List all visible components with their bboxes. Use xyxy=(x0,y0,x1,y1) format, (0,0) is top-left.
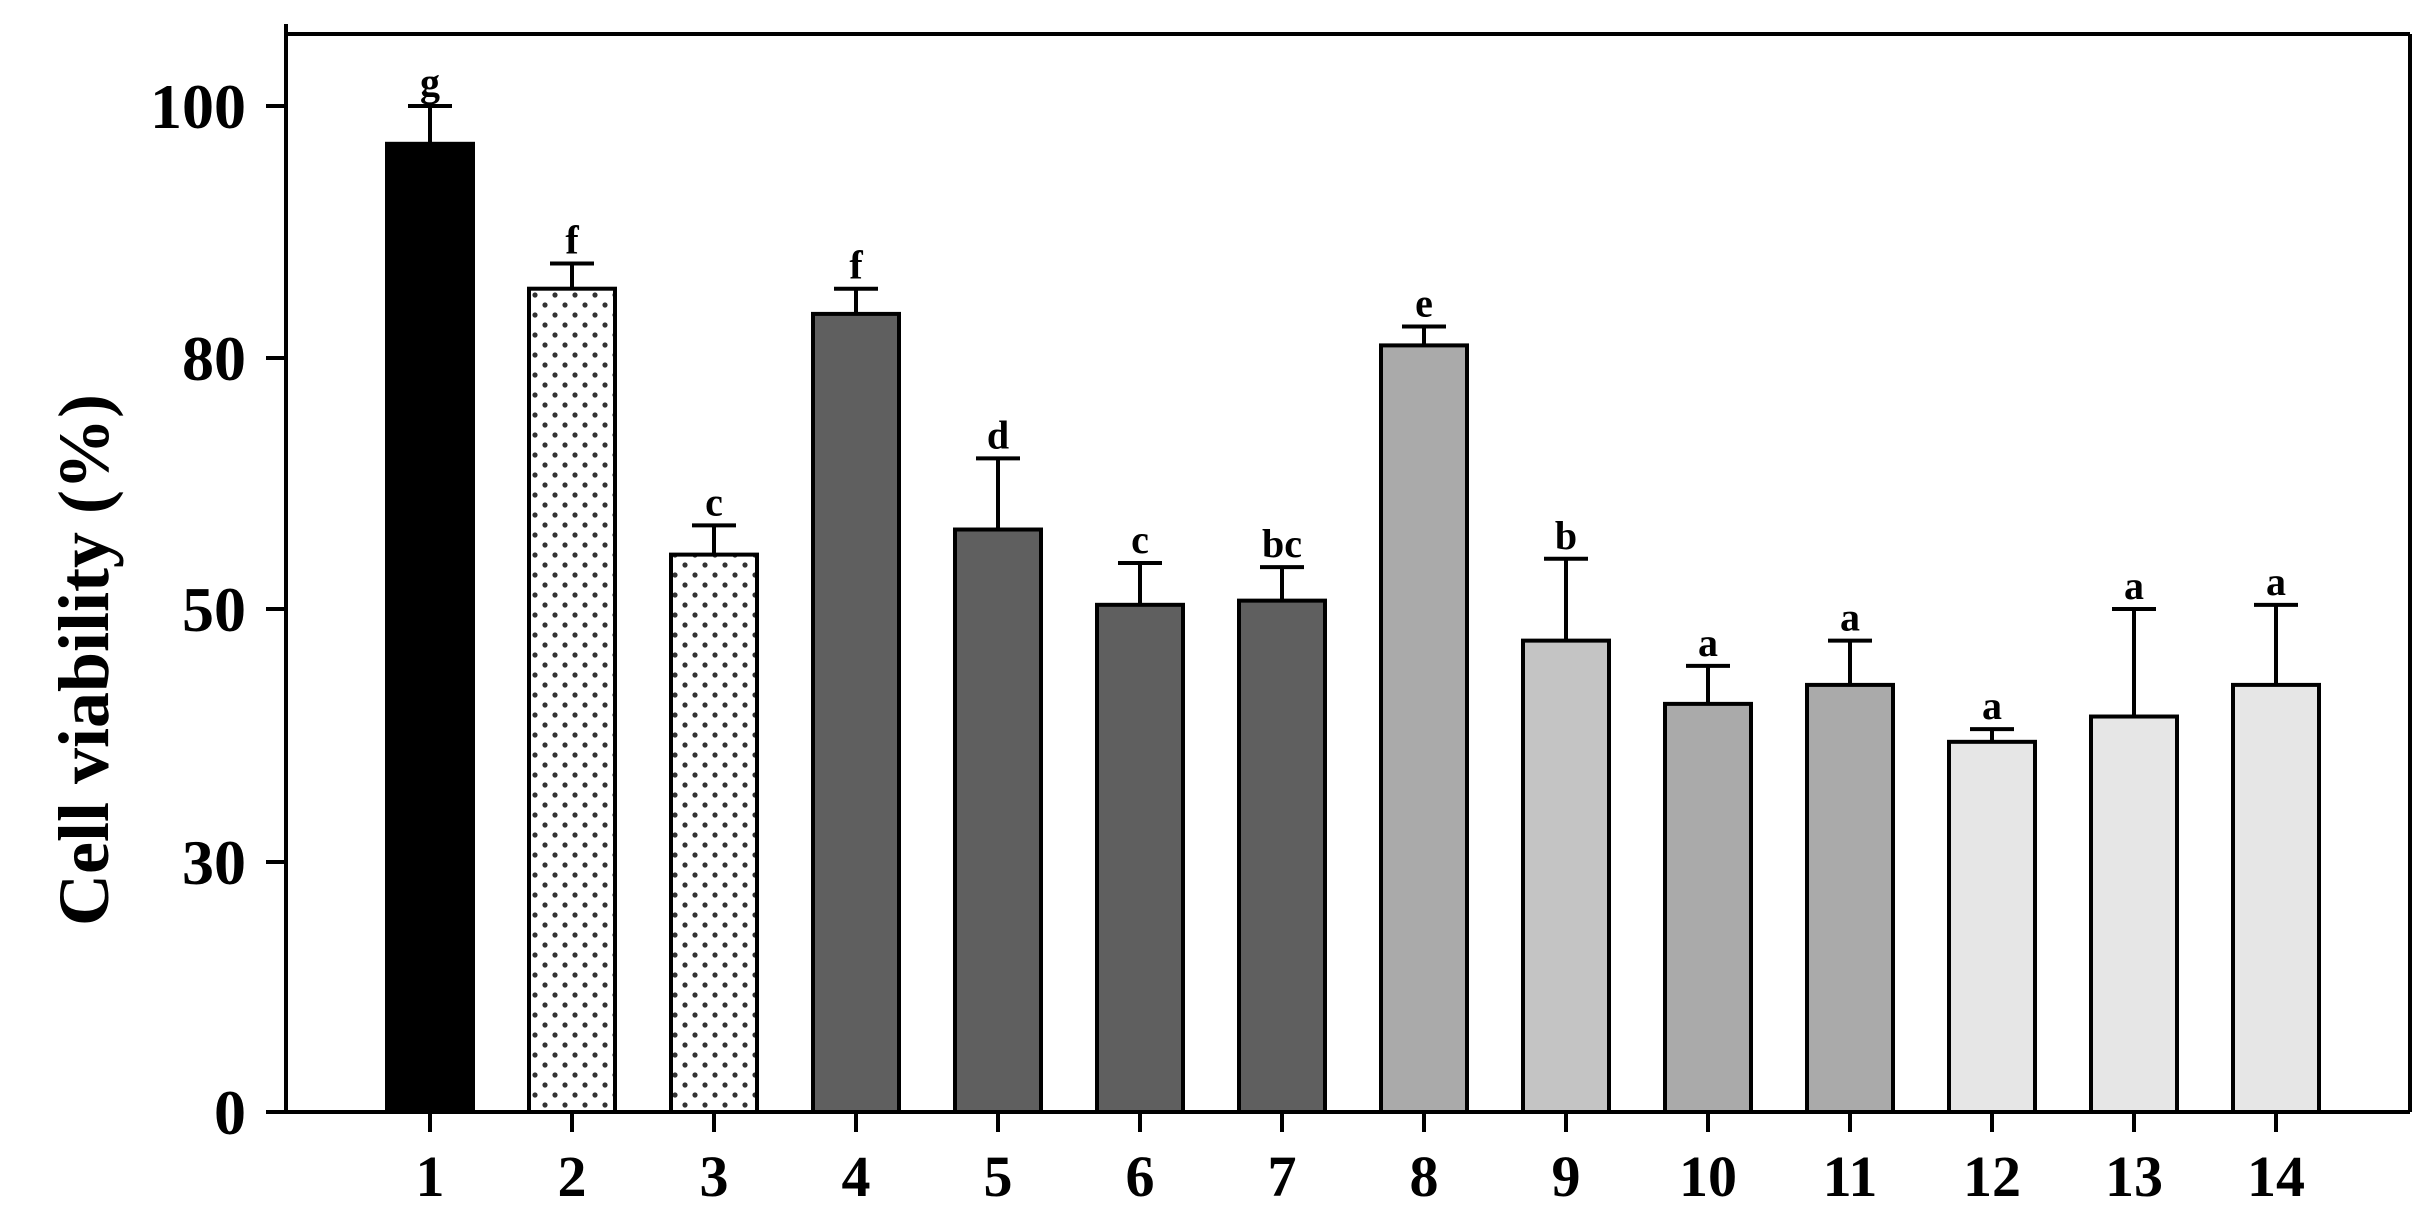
x-tick-label: 12 xyxy=(1963,1144,2021,1209)
y-axis-title: Cell viability (%) xyxy=(44,394,124,926)
x-tick-label: 14 xyxy=(2247,1144,2305,1209)
bars: g f c f d c bc e b a a a a a xyxy=(385,60,2321,1115)
x-tick-label: 10 xyxy=(1679,1144,1737,1209)
significance-label-4: f xyxy=(849,243,863,288)
x-tick-label: 5 xyxy=(984,1144,1013,1209)
bar-13 xyxy=(2089,714,2179,1115)
significance-label-11: a xyxy=(1840,595,1860,640)
bar-7 xyxy=(1237,598,1327,1115)
bar-12 xyxy=(1947,739,2037,1114)
bar-5 xyxy=(953,527,1043,1114)
x-tick-label: 2 xyxy=(558,1144,587,1209)
x-tick-label: 6 xyxy=(1126,1144,1155,1209)
x-axis-ticks: 1 2 3 4 5 6 7 8 9 10 11 12 13 14 xyxy=(416,1112,2305,1209)
bar-4 xyxy=(811,311,901,1114)
bar-8 xyxy=(1379,343,1469,1114)
bar-3 xyxy=(669,552,759,1114)
significance-label-14: a xyxy=(2266,559,2286,604)
significance-label-6: c xyxy=(1131,517,1149,562)
significance-label-12: a xyxy=(1982,683,2002,728)
y-tick-label: 30 xyxy=(182,827,246,898)
y-tick-label: 80 xyxy=(182,323,246,394)
bar-9 xyxy=(1521,638,1611,1114)
x-tick-label: 4 xyxy=(842,1144,871,1209)
bar-6 xyxy=(1095,602,1185,1114)
y-tick-label: 0 xyxy=(214,1077,246,1148)
bar-11 xyxy=(1805,682,1895,1115)
significance-label-8: e xyxy=(1415,281,1433,326)
significance-label-1: g xyxy=(420,60,440,105)
bar-1 xyxy=(385,141,475,1115)
bar-2 xyxy=(527,286,617,1114)
y-axis-ticks: 0 30 50 80 100 xyxy=(150,71,286,1148)
significance-label-9: b xyxy=(1555,513,1577,558)
x-tick-label: 13 xyxy=(2105,1144,2163,1209)
significance-label-3: c xyxy=(705,479,723,524)
bar-10 xyxy=(1663,701,1753,1114)
plot-frame xyxy=(268,24,2412,1114)
x-tick-label: 7 xyxy=(1268,1144,1297,1209)
y-tick-label: 50 xyxy=(182,574,246,645)
significance-label-2: f xyxy=(565,218,579,263)
x-tick-label: 9 xyxy=(1552,1144,1581,1209)
x-tick-label: 8 xyxy=(1410,1144,1439,1209)
x-tick-label: 1 xyxy=(416,1144,445,1209)
significance-label-13: a xyxy=(2124,563,2144,608)
bar-14 xyxy=(2231,682,2321,1115)
x-tick-label: 11 xyxy=(1823,1144,1878,1209)
significance-label-7: bc xyxy=(1262,521,1302,566)
y-tick-label: 100 xyxy=(150,71,246,142)
significance-label-10: a xyxy=(1698,620,1718,665)
x-tick-label: 3 xyxy=(700,1144,729,1209)
significance-label-5: d xyxy=(987,412,1009,457)
